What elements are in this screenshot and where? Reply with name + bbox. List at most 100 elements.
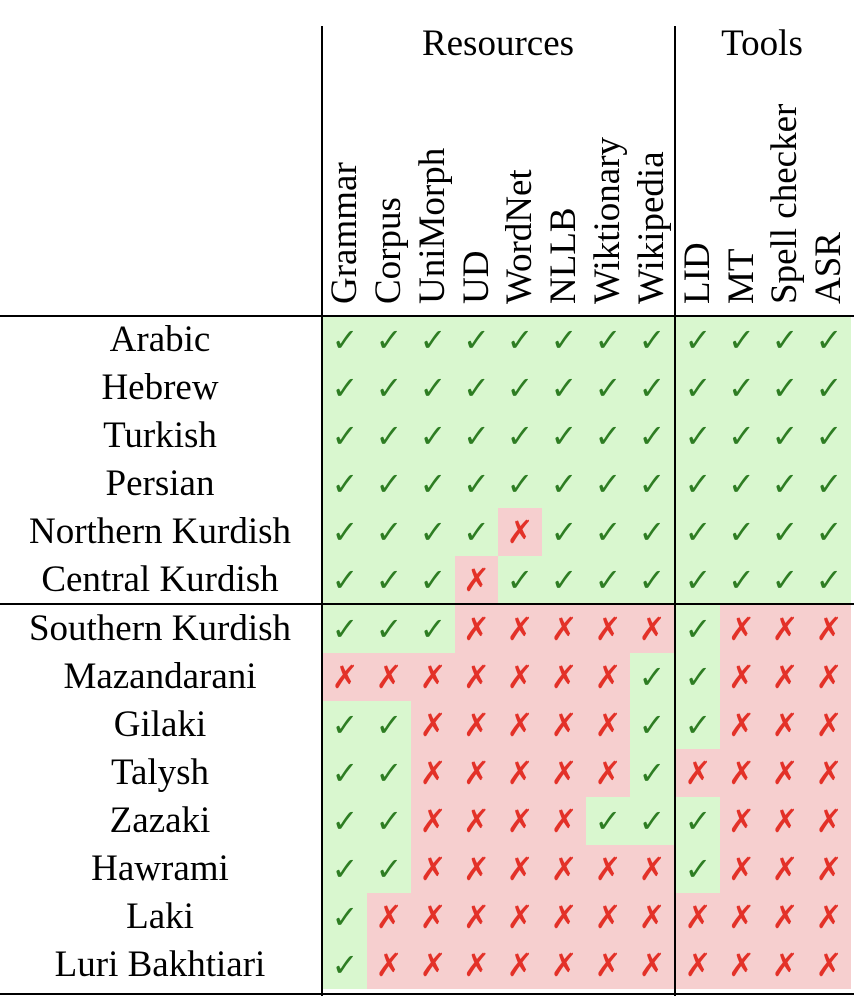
column-header-label: Corpus <box>368 197 409 304</box>
cross-icon: ✗ <box>542 749 586 797</box>
check-icon: ✓ <box>586 556 630 604</box>
cross-icon: ✗ <box>455 605 498 653</box>
cross-icon: ✗ <box>763 701 807 749</box>
check-icon: ✓ <box>323 460 367 508</box>
cross-icon: ✗ <box>411 941 455 989</box>
check-icon: ✓ <box>367 556 411 604</box>
check-icon: ✓ <box>763 508 807 556</box>
check-icon: ✓ <box>586 460 630 508</box>
check-icon: ✓ <box>542 316 586 364</box>
cross-icon: ✗ <box>367 941 411 989</box>
cross-icon: ✗ <box>630 941 674 989</box>
cross-icon: ✗ <box>720 797 763 845</box>
check-icon: ✓ <box>323 316 367 364</box>
cross-icon: ✗ <box>367 653 411 701</box>
check-icon: ✓ <box>411 605 455 653</box>
cross-icon: ✗ <box>411 701 455 749</box>
check-icon: ✓ <box>676 556 720 604</box>
check-icon: ✓ <box>498 556 542 604</box>
rule-header <box>0 315 854 317</box>
cross-icon: ✗ <box>807 701 851 749</box>
check-icon: ✓ <box>630 701 674 749</box>
check-icon: ✓ <box>630 653 674 701</box>
cross-icon: ✗ <box>763 749 807 797</box>
row-header-hawrami: Hawrami <box>91 848 229 889</box>
cross-icon: ✗ <box>720 749 763 797</box>
cross-icon: ✗ <box>676 941 720 989</box>
row-header-turkish: Turkish <box>103 415 217 456</box>
column-header-label: ASR <box>808 232 849 304</box>
cross-icon: ✗ <box>498 508 542 556</box>
cross-icon: ✗ <box>720 845 763 893</box>
cross-icon: ✗ <box>586 845 630 893</box>
check-icon: ✓ <box>676 797 720 845</box>
cross-icon: ✗ <box>323 653 367 701</box>
check-icon: ✓ <box>411 412 455 460</box>
column-header-label: LID <box>677 242 718 304</box>
cross-icon: ✗ <box>455 556 498 604</box>
check-icon: ✓ <box>367 364 411 412</box>
cross-icon: ✗ <box>498 797 542 845</box>
check-icon: ✓ <box>455 412 498 460</box>
cross-icon: ✗ <box>542 701 586 749</box>
column-header-label: Grammar <box>324 162 365 304</box>
column-header-label: Spell checker <box>764 103 805 304</box>
check-icon: ✓ <box>586 364 630 412</box>
check-icon: ✓ <box>411 316 455 364</box>
column-header-label: UD <box>455 250 497 304</box>
check-icon: ✓ <box>630 797 674 845</box>
check-icon: ✓ <box>676 845 720 893</box>
cross-icon: ✗ <box>498 893 542 941</box>
check-icon: ✓ <box>720 316 763 364</box>
check-icon: ✓ <box>807 556 851 604</box>
check-icon: ✓ <box>323 556 367 604</box>
cross-icon: ✗ <box>411 845 455 893</box>
cross-icon: ✗ <box>542 605 586 653</box>
check-icon: ✓ <box>720 508 763 556</box>
row-header-hebrew: Hebrew <box>101 367 219 408</box>
cross-icon: ✗ <box>720 893 763 941</box>
cross-icon: ✗ <box>455 941 498 989</box>
cross-icon: ✗ <box>411 749 455 797</box>
row-header-central-kurdish: Central Kurdish <box>41 559 279 600</box>
row-header-zazaki: Zazaki <box>109 800 211 841</box>
check-icon: ✓ <box>498 364 542 412</box>
check-icon: ✓ <box>323 508 367 556</box>
check-icon: ✓ <box>323 797 367 845</box>
check-icon: ✓ <box>411 508 455 556</box>
check-icon: ✓ <box>763 460 807 508</box>
check-icon: ✓ <box>411 556 455 604</box>
cross-icon: ✗ <box>676 893 720 941</box>
cross-icon: ✗ <box>763 605 807 653</box>
cross-icon: ✗ <box>807 893 851 941</box>
column-header-label: UniMorph <box>412 147 453 304</box>
check-icon: ✓ <box>411 460 455 508</box>
cross-icon: ✗ <box>411 797 455 845</box>
check-icon: ✓ <box>455 460 498 508</box>
check-icon: ✓ <box>323 364 367 412</box>
check-icon: ✓ <box>367 316 411 364</box>
cross-icon: ✗ <box>630 605 674 653</box>
check-icon: ✓ <box>367 508 411 556</box>
check-icon: ✓ <box>323 412 367 460</box>
check-icon: ✓ <box>720 460 763 508</box>
check-icon: ✓ <box>367 701 411 749</box>
check-icon: ✓ <box>676 605 720 653</box>
group-title-tools: Tools <box>721 23 803 64</box>
check-icon: ✓ <box>367 749 411 797</box>
column-header-label: Wiktionary <box>587 136 628 304</box>
check-icon: ✓ <box>367 605 411 653</box>
cross-icon: ✗ <box>586 893 630 941</box>
check-icon: ✓ <box>586 508 630 556</box>
cross-icon: ✗ <box>455 701 498 749</box>
cross-icon: ✗ <box>807 797 851 845</box>
cross-icon: ✗ <box>586 701 630 749</box>
check-icon: ✓ <box>367 845 411 893</box>
cross-icon: ✗ <box>542 653 586 701</box>
divider-rowheader <box>321 26 323 996</box>
column-header-label: WordNet <box>499 169 540 304</box>
row-header-gilaki: Gilaki <box>113 704 207 745</box>
row-header-northern-kurdish: Northern Kurdish <box>28 511 292 552</box>
check-icon: ✓ <box>807 364 851 412</box>
check-icon: ✓ <box>676 364 720 412</box>
